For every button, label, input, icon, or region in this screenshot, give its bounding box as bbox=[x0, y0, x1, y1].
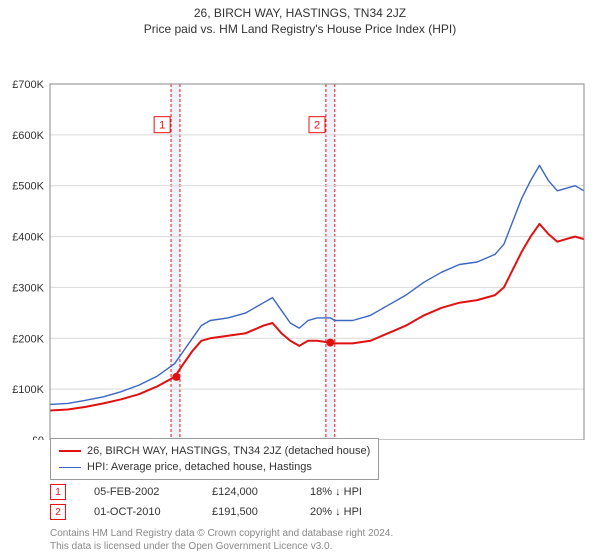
svg-text:£700K: £700K bbox=[12, 79, 44, 91]
svg-text:£200K: £200K bbox=[12, 333, 44, 345]
chart-title: 26, BIRCH WAY, HASTINGS, TN34 2JZ bbox=[0, 0, 600, 20]
legend-item: HPI: Average price, detached house, Hast… bbox=[59, 459, 370, 475]
line-chart: £0£100K£200K£300K£400K£500K£600K£700K199… bbox=[0, 40, 600, 440]
legend-item: 26, BIRCH WAY, HASTINGS, TN34 2JZ (detac… bbox=[59, 443, 370, 459]
chart-container: 26, BIRCH WAY, HASTINGS, TN34 2JZ Price … bbox=[0, 0, 600, 560]
table-row: 2 01-OCT-2010 £191,500 20% ↓ HPI bbox=[50, 502, 400, 522]
svg-text:£500K: £500K bbox=[12, 181, 44, 193]
svg-text:£0: £0 bbox=[32, 435, 44, 440]
chart-subtitle: Price paid vs. HM Land Registry's House … bbox=[0, 20, 600, 40]
svg-text:£300K: £300K bbox=[12, 282, 44, 294]
svg-text:£400K: £400K bbox=[12, 232, 44, 244]
footer-line: This data is licensed under the Open Gov… bbox=[50, 541, 393, 554]
sale-price: £191,500 bbox=[212, 506, 282, 518]
footer-attribution: Contains HM Land Registry data © Crown c… bbox=[50, 528, 393, 553]
svg-text:£600K: £600K bbox=[12, 130, 44, 142]
svg-text:1: 1 bbox=[159, 120, 165, 132]
legend-label: HPI: Average price, detached house, Hast… bbox=[87, 461, 312, 473]
legend: 26, BIRCH WAY, HASTINGS, TN34 2JZ (detac… bbox=[50, 438, 379, 480]
sale-badge: 1 bbox=[50, 484, 66, 500]
legend-label: 26, BIRCH WAY, HASTINGS, TN34 2JZ (detac… bbox=[87, 445, 370, 457]
sales-table: 1 05-FEB-2002 £124,000 18% ↓ HPI 2 01-OC… bbox=[50, 482, 400, 522]
table-row: 1 05-FEB-2002 £124,000 18% ↓ HPI bbox=[50, 482, 400, 502]
svg-text:£100K: £100K bbox=[12, 384, 44, 396]
legend-swatch bbox=[59, 450, 81, 452]
sale-price: £124,000 bbox=[212, 486, 282, 498]
svg-text:2: 2 bbox=[314, 120, 320, 132]
sale-badge: 2 bbox=[50, 504, 66, 520]
sale-date: 01-OCT-2010 bbox=[94, 506, 184, 518]
sale-date: 05-FEB-2002 bbox=[94, 486, 184, 498]
footer-line: Contains HM Land Registry data © Crown c… bbox=[50, 528, 393, 541]
sale-diff: 18% ↓ HPI bbox=[310, 486, 400, 498]
sale-diff: 20% ↓ HPI bbox=[310, 506, 400, 518]
legend-swatch bbox=[59, 467, 81, 468]
